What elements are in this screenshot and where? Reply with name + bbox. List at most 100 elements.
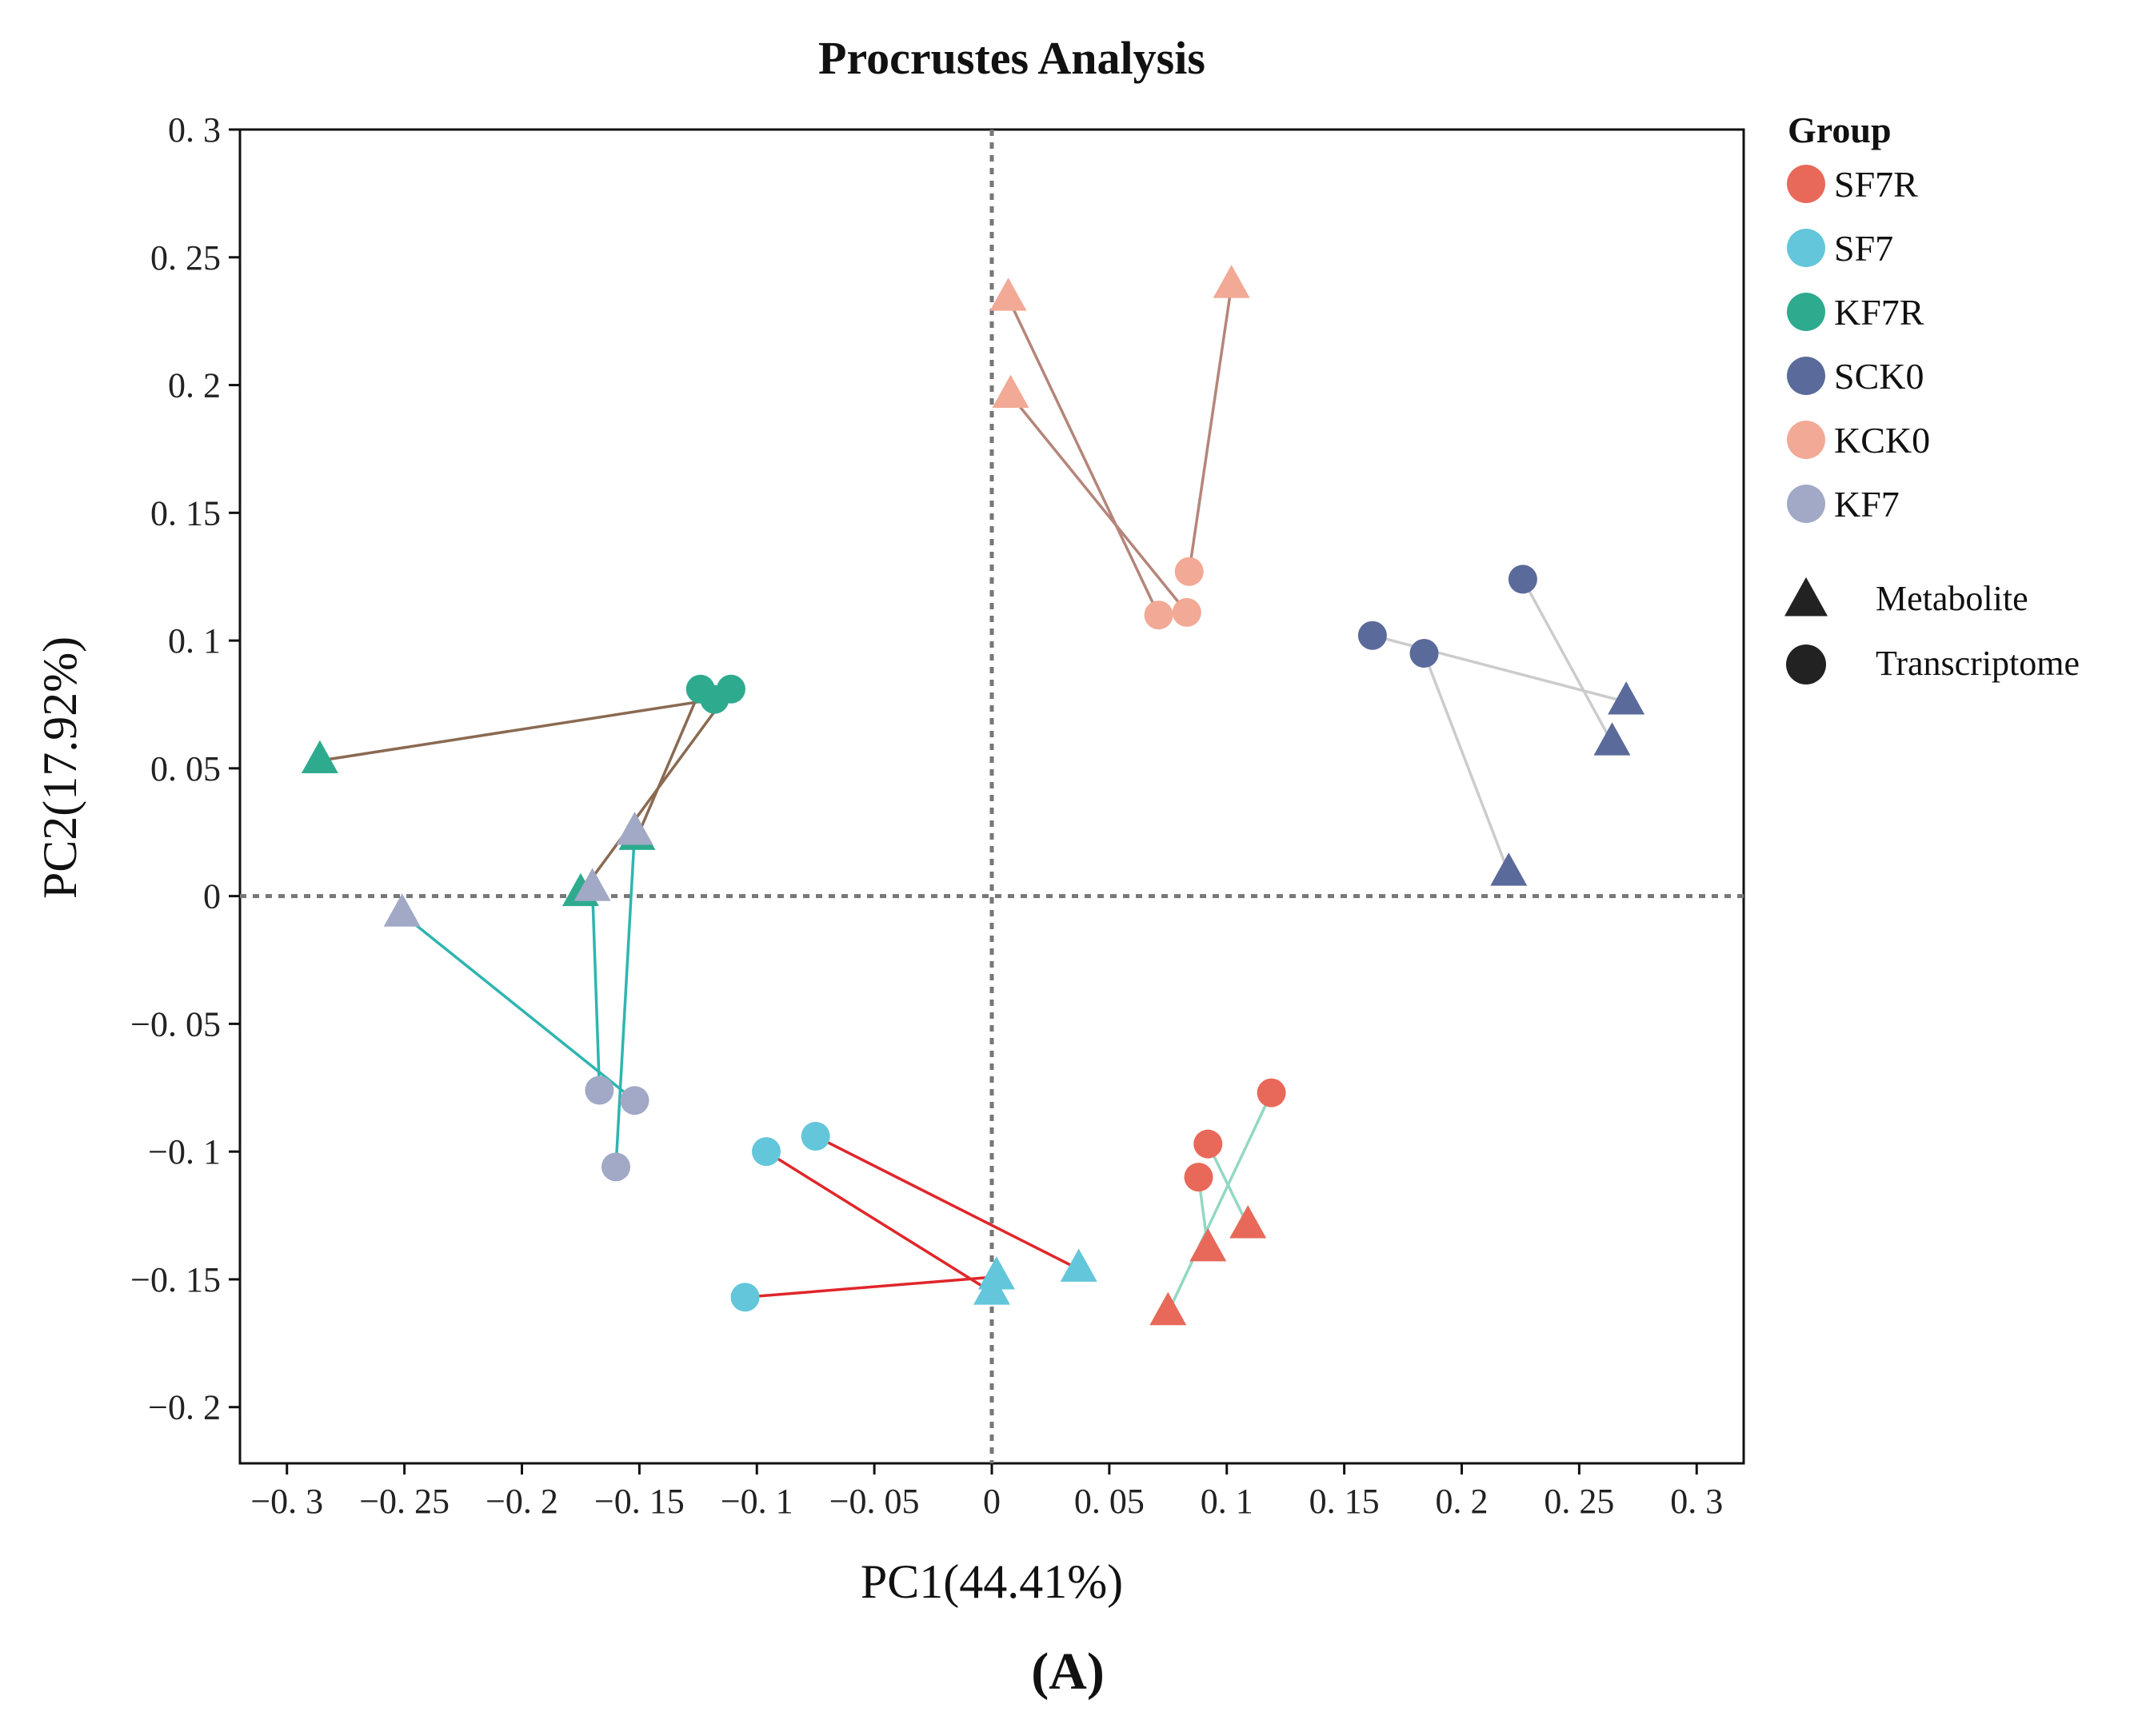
y-tick-label: 0. 1 [168,621,221,660]
x-tick-label: −0. 3 [250,1482,323,1521]
x-tick-label: −0. 25 [359,1482,450,1521]
y-tick-label: 0. 2 [168,366,221,405]
y-tick-label: 0. 05 [150,749,221,788]
metabolite-point-sck0 [1593,722,1631,756]
transcriptome-point-sf7r [1257,1078,1286,1107]
x-tick-label: 0. 1 [1201,1482,1253,1521]
transcriptome-point-sck0 [1409,639,1439,668]
chart-title: Procrustes Analysis [818,32,1205,84]
x-tick-label: 0 [983,1482,1001,1521]
transcriptome-point-sf7 [752,1137,781,1167]
legend-marker-kf7 [1787,485,1825,523]
connector-sf7r [1206,1143,1249,1227]
legend-label-kck0: KCK0 [1834,420,1930,461]
transcriptome-point-sf7r [1193,1129,1223,1159]
legend-label-kf7r: KF7R [1834,292,1924,333]
x-tick-label: −0. 05 [829,1482,920,1521]
legend-marker-kf7r [1787,293,1825,331]
legend-shape-label: Metabolite [1876,579,2028,618]
transcriptome-point-sck0 [1508,565,1537,594]
transcriptome-point-kck0 [1144,601,1173,630]
x-axis-title: PC1(44.41%) [861,1555,1123,1608]
connector-sf7 [745,1275,997,1299]
metabolite-point-sf7 [1060,1248,1097,1282]
transcriptome-point-kf7r [716,674,745,704]
y-tick-label: −0. 1 [148,1132,221,1171]
legend-label-sf7: SF7 [1834,228,1893,269]
x-tick-label: −0. 15 [594,1482,685,1521]
y-tick-label: −0. 15 [130,1260,221,1299]
x-tick-label: 0. 3 [1670,1482,1723,1521]
x-tick-label: 0. 05 [1074,1482,1145,1521]
metabolite-point-sck0 [1608,681,1645,715]
data-markers [301,265,1645,1326]
connector-kck0 [1188,285,1233,573]
x-tick-label: 0. 25 [1544,1482,1614,1521]
metabolite-point-kf7r [301,740,338,773]
legend-circle-icon [1786,645,1826,684]
transcriptome-point-sf7 [801,1121,830,1151]
legend-shapes: Metabolite Transcriptome [1784,577,2080,684]
connector-kf7 [401,912,636,1102]
legend-label-sck0: SCK0 [1834,356,1924,397]
connector-kf7r [635,688,702,838]
y-tick-label: 0. 15 [150,493,221,533]
connector-kf7 [614,832,637,1167]
connector-sf7r [1166,1091,1273,1314]
y-tick-label: −0. 2 [148,1388,221,1427]
y-axis-ticks: −0. 2 −0. 15 −0. 1 −0. 05 0 0. 05 0. 1 0. 15 0. … [130,110,240,1427]
panel-label: (A) [1031,1642,1105,1701]
connector-kck0 [1006,297,1161,616]
legend-marker-sf7 [1787,229,1825,267]
y-tick-label: 0. 3 [168,110,221,150]
y-axis-title: PC2(17.92%) [34,637,86,899]
connector-kck0 [1009,394,1189,614]
x-tick-label: 0. 15 [1309,1482,1380,1521]
metabolite-point-sf7r [1189,1227,1227,1262]
connector-sck0 [1521,578,1614,744]
x-tick-label: −0. 1 [721,1482,793,1521]
transcriptome-point-kf7 [585,1076,614,1105]
transcriptome-point-kf7 [620,1086,649,1115]
legend-shape-label: Transcriptome [1876,644,2080,683]
metabolite-point-sf7r [1229,1205,1267,1239]
transcriptome-point-kck0 [1172,597,1201,627]
y-tick-label: 0. 25 [150,238,221,277]
metabolite-point-sf7r [1149,1291,1187,1326]
legend-label-kf7: KF7 [1834,484,1900,525]
legend-marker-sck0 [1787,357,1825,395]
x-axis-ticks: −0. 3 −0. 25 −0. 2 −0. 15 −0. 1 −0. 05 0 0. 05 0… [250,1463,1723,1521]
transcriptome-point-sf7r [1184,1163,1213,1192]
legend-label-sf7r: SF7R [1834,164,1918,205]
y-tick-label: 0 [203,877,221,916]
reference-lines [240,130,1744,1463]
connector-sf7 [765,1150,993,1294]
transcriptome-point-sf7 [730,1283,760,1312]
connector-kf7 [590,888,601,1091]
legend-triangle-icon [1784,577,1828,617]
connector-sck0 [1422,652,1510,874]
legend-title: Group [1788,110,1892,150]
x-tick-label: 0. 2 [1436,1482,1489,1521]
connector-sck0 [1372,633,1627,704]
transcriptome-point-kf7r [685,674,715,704]
metabolite-point-kck0 [989,277,1027,311]
metabolite-point-sf7 [973,1271,1010,1305]
transcriptome-point-sck0 [1357,621,1387,650]
metabolite-point-sck0 [1490,852,1528,886]
connector-kf7r [319,697,715,762]
metabolite-point-kck0 [992,374,1029,409]
procrustes-connectors [319,285,1627,1314]
metabolite-point-kf7 [616,812,653,845]
metabolite-point-kck0 [1213,265,1250,298]
y-tick-label: −0. 05 [130,1004,221,1044]
legend-marker-kck0 [1787,421,1825,459]
legend: Group SF7R SF7 KF7R SCK0 KCK0 KF7 Metabolite T… [1784,110,2080,684]
transcriptome-point-kck0 [1174,557,1204,586]
metabolite-point-kf7 [573,868,611,901]
legend-marker-sf7r [1787,165,1825,203]
legend-groups: SF7R SF7 KF7R SCK0 KCK0 KF7 [1787,164,1930,525]
connector-sf7 [814,1135,1080,1271]
x-tick-label: −0. 2 [486,1482,558,1521]
